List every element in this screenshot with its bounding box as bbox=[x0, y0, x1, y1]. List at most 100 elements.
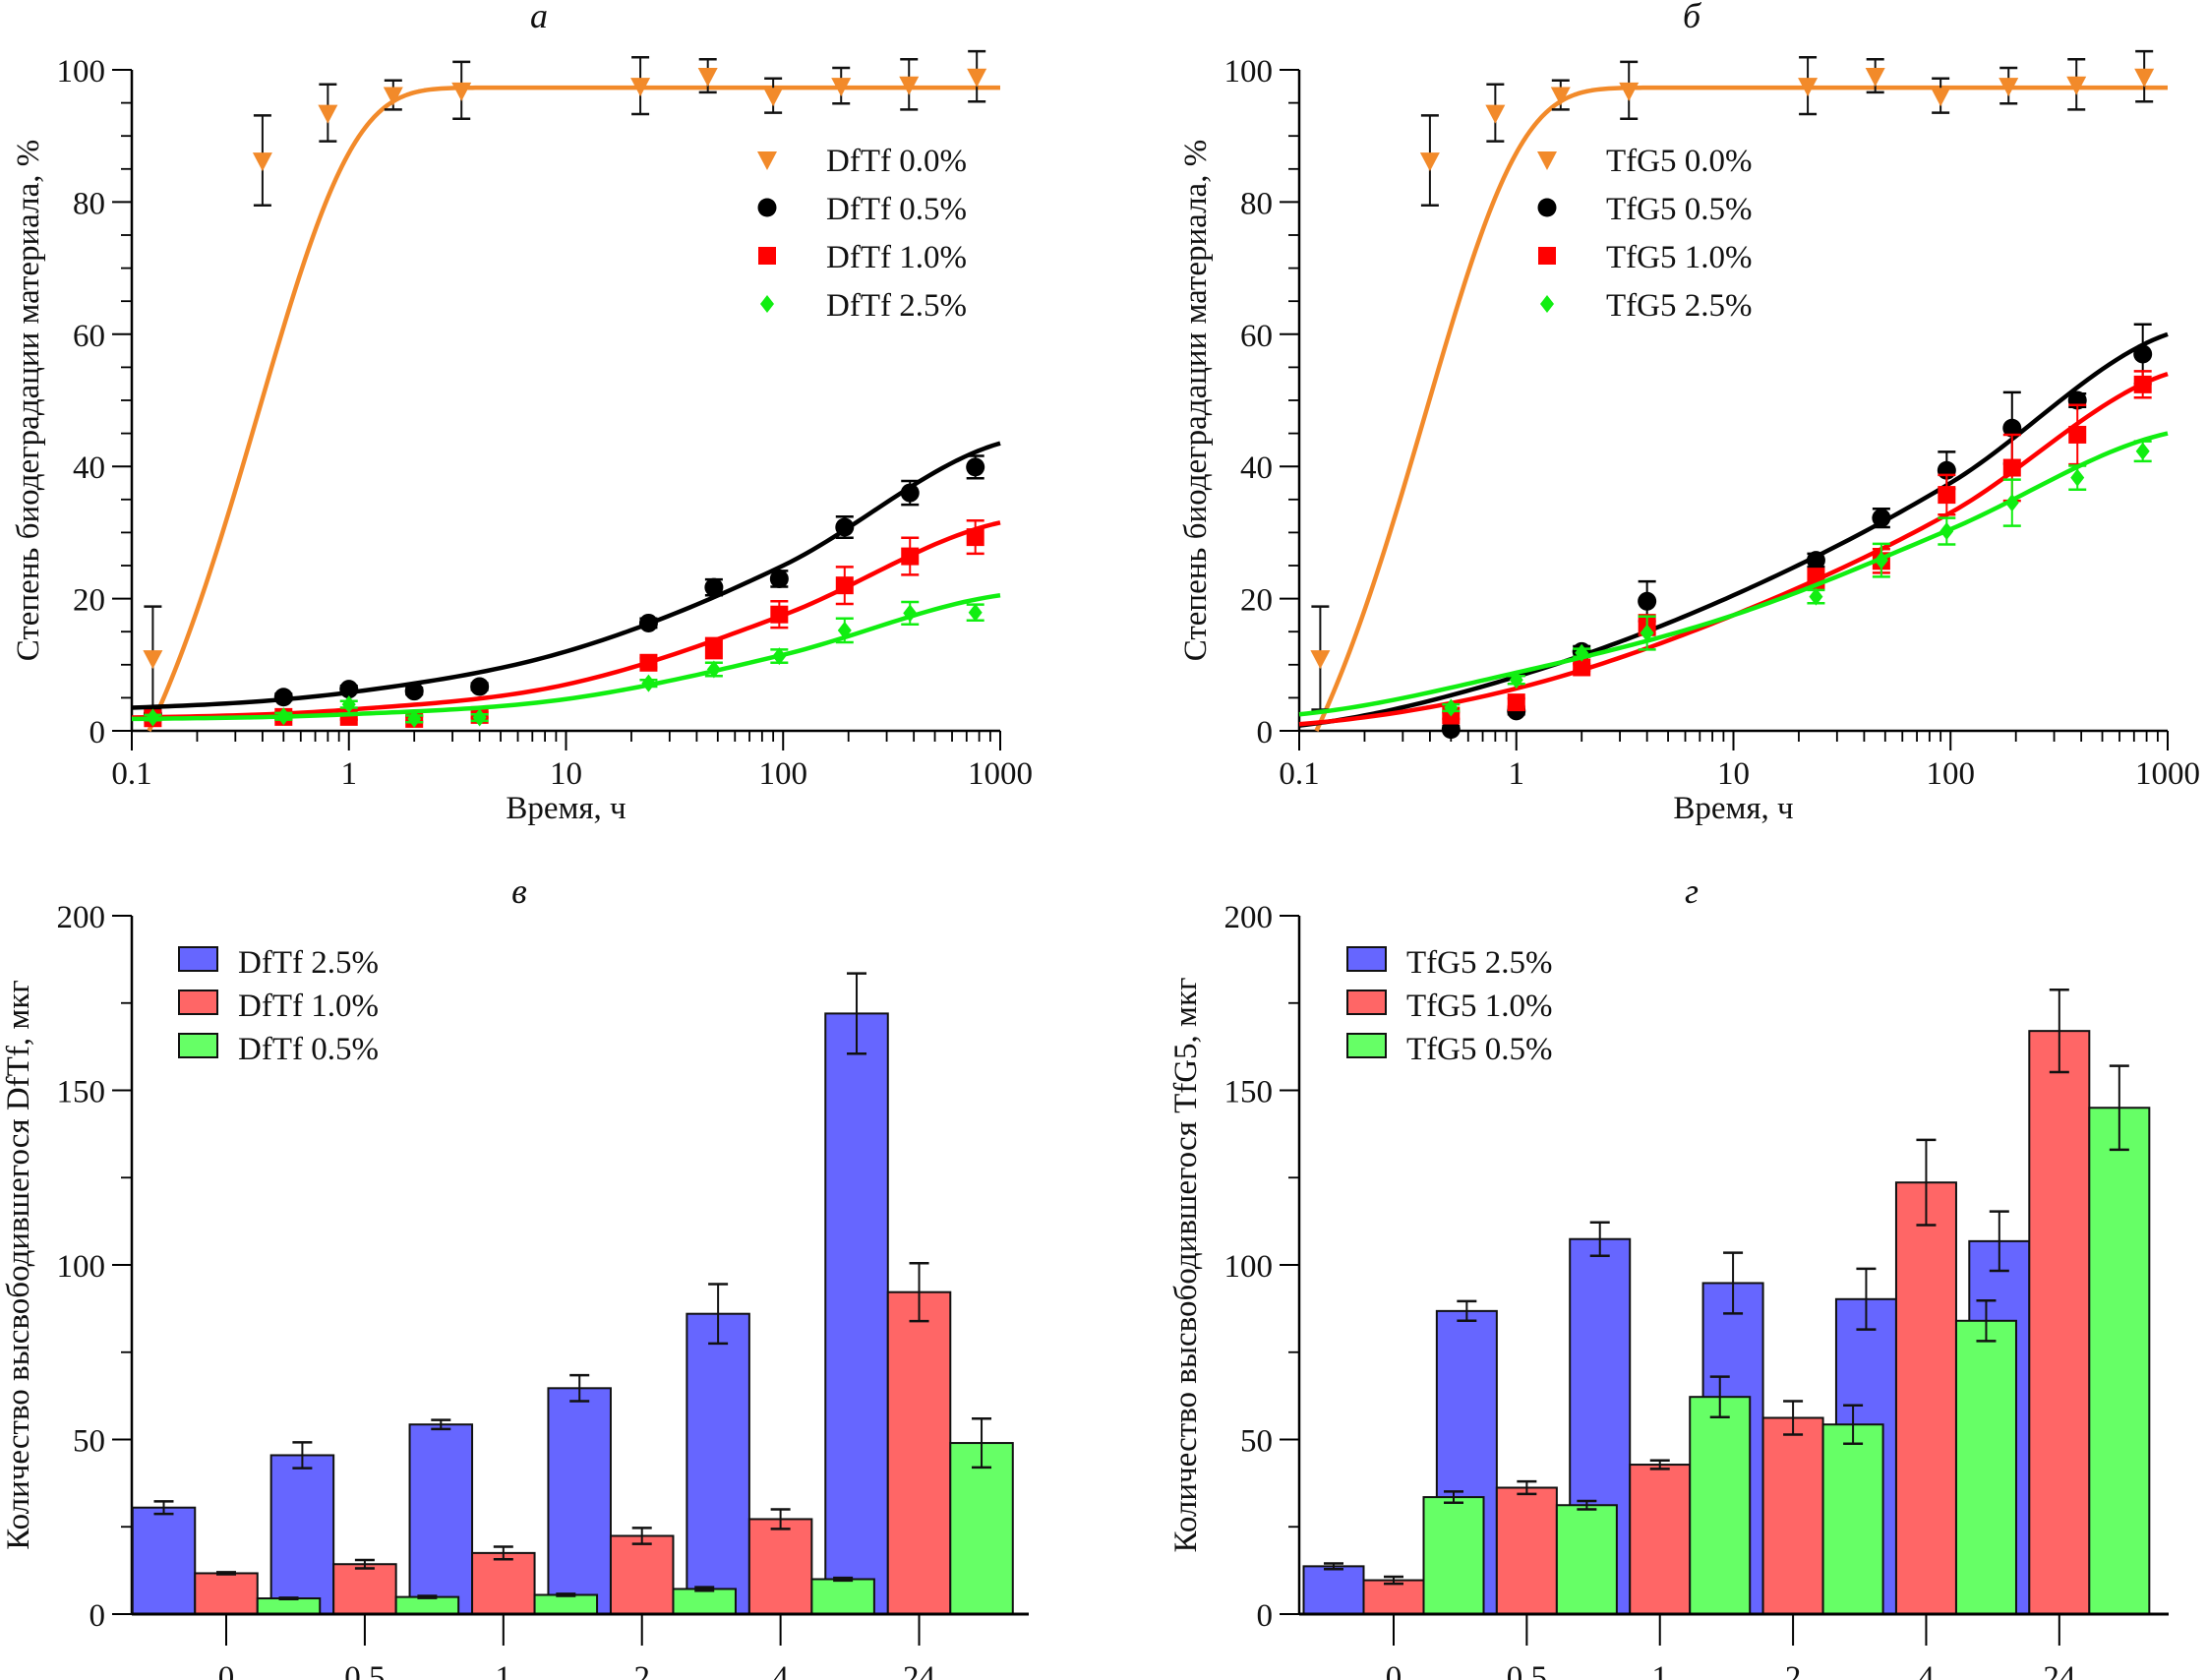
x-tick-label: 2 bbox=[633, 1660, 650, 1680]
error-bar bbox=[847, 972, 867, 1055]
bar bbox=[1761, 1416, 1824, 1615]
y-tick-label: 200 bbox=[57, 900, 106, 935]
x-tick-label: 0.1 bbox=[111, 756, 151, 792]
x-tick-label: 4 bbox=[1918, 1660, 1935, 1680]
data-point bbox=[1573, 658, 1591, 677]
error-bar bbox=[694, 1586, 715, 1592]
data-point bbox=[273, 688, 293, 707]
legend-marker bbox=[1538, 247, 1556, 265]
y-tick-label: 60 bbox=[1240, 319, 1273, 354]
fit-curve bbox=[147, 85, 1000, 732]
data-point bbox=[704, 577, 724, 597]
series-dftf-1-0- bbox=[194, 1261, 952, 1615]
data-point bbox=[2133, 375, 2152, 393]
legend-marker bbox=[1537, 198, 1557, 217]
series-dftf-0-5- bbox=[256, 1416, 1014, 1616]
y-tick-label: 100 bbox=[1224, 54, 1274, 90]
legend-swatch bbox=[178, 990, 218, 1015]
x-tick-label: 4 bbox=[772, 1660, 789, 1680]
error-bar bbox=[1517, 1479, 1537, 1496]
legend-marker bbox=[1537, 151, 1557, 170]
bar bbox=[747, 1518, 813, 1615]
error-bar bbox=[631, 1527, 652, 1545]
legend-swatch bbox=[1346, 1033, 1387, 1058]
y-axis-title: Количество высвободившегося DfTf, мкг bbox=[1, 980, 36, 1550]
legend-label: TfG5 2.5% bbox=[1406, 945, 1552, 981]
error-bar bbox=[493, 1545, 513, 1561]
data-point bbox=[407, 709, 422, 728]
legend-label: TfG5 0.0% bbox=[1606, 144, 1752, 179]
x-tick-label: 1 bbox=[341, 756, 358, 792]
data-point bbox=[704, 639, 723, 657]
y-tick-label: 200 bbox=[1224, 900, 1274, 935]
data-point bbox=[472, 708, 487, 727]
bar bbox=[1821, 1423, 1884, 1615]
data-point bbox=[1550, 87, 1571, 106]
bar bbox=[1555, 1504, 1618, 1615]
bar bbox=[471, 1551, 536, 1615]
bar bbox=[394, 1595, 460, 1615]
error-bar bbox=[909, 1261, 929, 1323]
bar bbox=[2028, 1030, 2091, 1615]
y-tick-label: 150 bbox=[57, 1075, 106, 1110]
legend-label: TfG5 2.5% bbox=[1606, 288, 1752, 324]
series-dftf-0-5- bbox=[131, 441, 1001, 724]
series-dftf-1-0- bbox=[131, 519, 1001, 728]
error-bar bbox=[1323, 1562, 1343, 1571]
bar bbox=[686, 1312, 750, 1615]
data-point bbox=[1938, 486, 1956, 505]
x-tick-label: 2 bbox=[1785, 1660, 1802, 1680]
x-tick-label: 1000 bbox=[2135, 756, 2200, 792]
bar bbox=[131, 1506, 197, 1615]
legend-marker bbox=[757, 151, 777, 170]
bar bbox=[332, 1563, 397, 1615]
data-point bbox=[1931, 88, 1951, 107]
data-point bbox=[1865, 68, 1885, 88]
fit-curve bbox=[1298, 431, 2169, 717]
data-point bbox=[899, 76, 920, 95]
data-point bbox=[146, 708, 160, 727]
bar bbox=[609, 1534, 675, 1615]
series-tfg5-1-0- bbox=[1298, 370, 2169, 727]
legend-marker bbox=[757, 198, 777, 217]
y-axis-title: Количество высвободившегося TfG5, мкг bbox=[1168, 977, 1204, 1552]
series-tfg5-2-5- bbox=[1298, 431, 2169, 717]
error-bar bbox=[2049, 989, 2069, 1074]
x-tick-label: 1000 bbox=[968, 756, 1033, 792]
data-point bbox=[763, 88, 784, 107]
data-point bbox=[1939, 522, 1954, 541]
legend-marker bbox=[760, 295, 774, 313]
fit-curve bbox=[1314, 85, 2168, 732]
bar bbox=[1629, 1464, 1692, 1616]
bar bbox=[1495, 1486, 1558, 1615]
x-tick-label: 0 bbox=[1386, 1660, 1402, 1680]
data-point bbox=[2004, 494, 2019, 512]
bar bbox=[408, 1423, 474, 1615]
data-point bbox=[1872, 509, 1891, 528]
data-point bbox=[470, 677, 490, 696]
data-point bbox=[1419, 152, 1440, 172]
data-point bbox=[451, 82, 472, 101]
x-tick-label: 1 bbox=[1509, 756, 1525, 792]
data-point bbox=[835, 517, 855, 537]
data-point bbox=[1507, 693, 1525, 712]
data-point bbox=[1509, 671, 1523, 690]
data-point bbox=[2135, 442, 2150, 460]
data-point bbox=[770, 605, 789, 624]
legend-swatch bbox=[178, 946, 218, 972]
bar bbox=[1689, 1396, 1752, 1615]
data-point bbox=[1575, 643, 1589, 662]
data-point bbox=[901, 547, 920, 566]
data-point bbox=[772, 647, 787, 666]
data-point bbox=[769, 569, 789, 588]
legend-label: DfTf 1.0% bbox=[826, 240, 967, 275]
bar bbox=[1894, 1181, 1957, 1615]
data-point bbox=[1441, 720, 1461, 740]
error-bar bbox=[972, 1416, 992, 1470]
data-point bbox=[1798, 78, 1819, 97]
data-point bbox=[900, 483, 920, 503]
y-tick-label: 50 bbox=[73, 1424, 105, 1460]
bar bbox=[824, 1012, 889, 1615]
error-bar bbox=[153, 1500, 174, 1516]
